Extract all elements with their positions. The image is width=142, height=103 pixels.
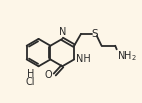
Text: O: O xyxy=(45,70,53,80)
Text: S: S xyxy=(91,29,98,39)
Text: H: H xyxy=(27,69,34,79)
Text: NH$_2$: NH$_2$ xyxy=(117,49,137,63)
Text: N: N xyxy=(59,27,66,37)
Text: NH: NH xyxy=(76,54,91,64)
Text: Cl: Cl xyxy=(26,77,35,87)
